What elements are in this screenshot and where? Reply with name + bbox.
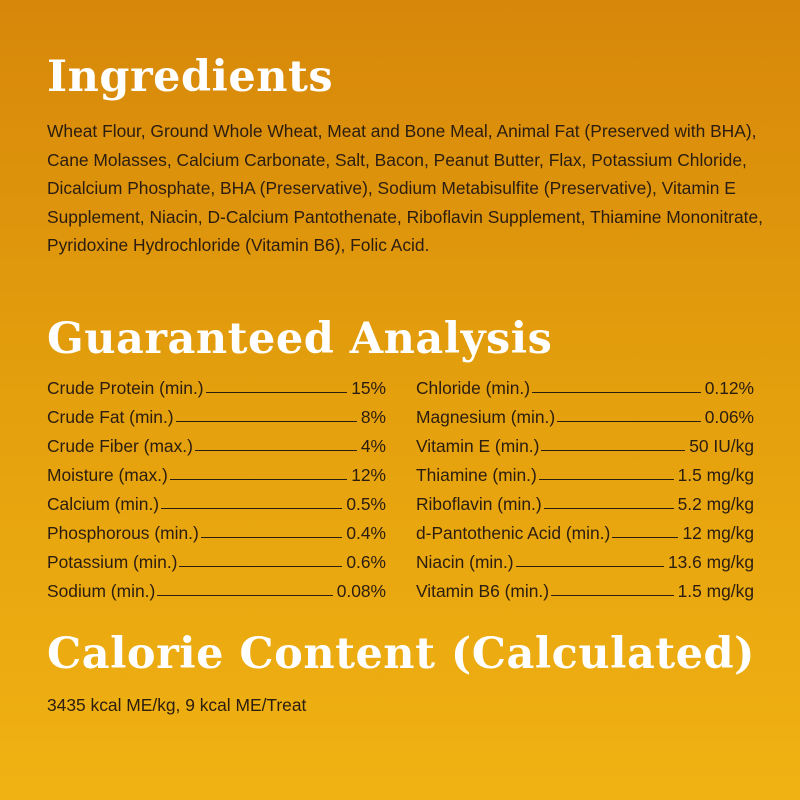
nutrient-label: Niacin (min.) — [416, 552, 514, 572]
ingredients-list: Wheat Flour, Ground Whole Wheat, Meat an… — [47, 121, 763, 255]
analysis-row: Vitamin B6 (min.) 1.5 mg/kg — [416, 581, 754, 610]
nutrient-value: 12 mg/kg — [682, 523, 754, 543]
nutrient-value: 5.2 mg/kg — [677, 494, 754, 514]
analysis-row: Thiamine (min.) 1.5 mg/kg — [416, 465, 754, 494]
leader-line — [541, 436, 686, 451]
analysis-row: Phosphorous (min.) 0.4% — [47, 523, 386, 552]
leader-line — [200, 523, 343, 538]
nutrient-value: 1.5 mg/kg — [677, 581, 754, 601]
nutrient-value: 0.5% — [346, 494, 386, 514]
analysis-row: d-Pantothenic Acid (min.) 12 mg/kg — [416, 523, 754, 552]
leader-line — [179, 552, 343, 567]
analysis-row: Crude Fiber (max.) 4% — [47, 436, 386, 465]
analysis-row: Sodium (min.) 0.08% — [47, 581, 386, 610]
nutrient-label: Magnesium (min.) — [416, 407, 556, 427]
nutrient-label: Crude Fiber (max.) — [47, 436, 193, 456]
nutrient-label: Sodium (min.) — [47, 581, 156, 601]
nutrient-value: 15% — [351, 378, 386, 398]
nutrient-value: 1.5 mg/kg — [677, 465, 754, 485]
leader-line — [205, 378, 348, 393]
analysis-row: Chloride (min.) 0.12% — [416, 378, 754, 407]
analysis-row: Crude Protein (min.) 15% — [47, 378, 386, 407]
nutrient-label: Vitamin B6 (min.) — [416, 581, 550, 601]
leader-line — [557, 407, 701, 422]
leader-line — [169, 465, 348, 480]
nutrient-value: 0.08% — [336, 581, 386, 601]
guaranteed-analysis-heading: Guaranteed Analysis — [47, 314, 553, 364]
nutrient-value: 13.6 mg/kg — [667, 552, 754, 572]
calorie-content-text: 3435 kcal ME/kg, 9 kcal ME/Treat — [47, 695, 307, 715]
nutrient-label: Chloride (min.) — [416, 378, 531, 398]
leader-line — [532, 378, 701, 393]
nutrient-label: Moisture (max.) — [47, 465, 168, 485]
analysis-row: Potassium (min.) 0.6% — [47, 552, 386, 581]
nutrient-value: 50 IU/kg — [689, 436, 754, 456]
nutrient-label: Crude Protein (min.) — [47, 378, 204, 398]
leader-line — [161, 494, 343, 509]
nutrient-label: Vitamin E (min.) — [416, 436, 540, 456]
nutrient-value: 8% — [360, 407, 386, 427]
analysis-left-column: Crude Protein (min.) 15% Crude Fat (min.)… — [47, 378, 386, 610]
leader-line — [194, 436, 357, 451]
nutrient-label: Phosphorous (min.) — [47, 523, 199, 543]
nutrient-label: Thiamine (min.) — [416, 465, 537, 485]
analysis-row: Riboflavin (min.) 5.2 mg/kg — [416, 494, 754, 523]
nutrient-value: 0.6% — [346, 552, 386, 572]
leader-line — [175, 407, 357, 422]
analysis-row: Vitamin E (min.) 50 IU/kg — [416, 436, 754, 465]
ingredients-heading: Ingredients — [47, 52, 334, 102]
leader-line — [612, 523, 679, 538]
nutrient-value: 4% — [360, 436, 386, 456]
nutrient-value: 0.12% — [704, 378, 754, 398]
nutrition-label: Ingredients Wheat Flour, Ground Whole Wh… — [47, 0, 767, 800]
leader-line — [538, 465, 674, 480]
leader-line — [515, 552, 664, 567]
nutrient-label: Potassium (min.) — [47, 552, 178, 572]
nutrient-label: d-Pantothenic Acid (min.) — [416, 523, 611, 543]
nutrient-label: Riboflavin (min.) — [416, 494, 542, 514]
analysis-row: Niacin (min.) 13.6 mg/kg — [416, 552, 754, 581]
leader-line — [551, 581, 674, 596]
leader-line — [543, 494, 674, 509]
leader-line — [157, 581, 333, 596]
nutrient-value: 12% — [351, 465, 386, 485]
nutrient-label: Calcium (min.) — [47, 494, 160, 514]
nutrient-value: 0.06% — [704, 407, 754, 427]
calorie-content-heading: Calorie Content (Calculated) — [47, 629, 755, 679]
analysis-row: Moisture (max.) 12% — [47, 465, 386, 494]
nutrient-label: Crude Fat (min.) — [47, 407, 174, 427]
nutrient-value: 0.4% — [346, 523, 386, 543]
analysis-row: Calcium (min.) 0.5% — [47, 494, 386, 523]
analysis-row: Crude Fat (min.) 8% — [47, 407, 386, 436]
analysis-row: Magnesium (min.) 0.06% — [416, 407, 754, 436]
analysis-right-column: Chloride (min.) 0.12% Magnesium (min.) 0.0… — [416, 378, 754, 610]
